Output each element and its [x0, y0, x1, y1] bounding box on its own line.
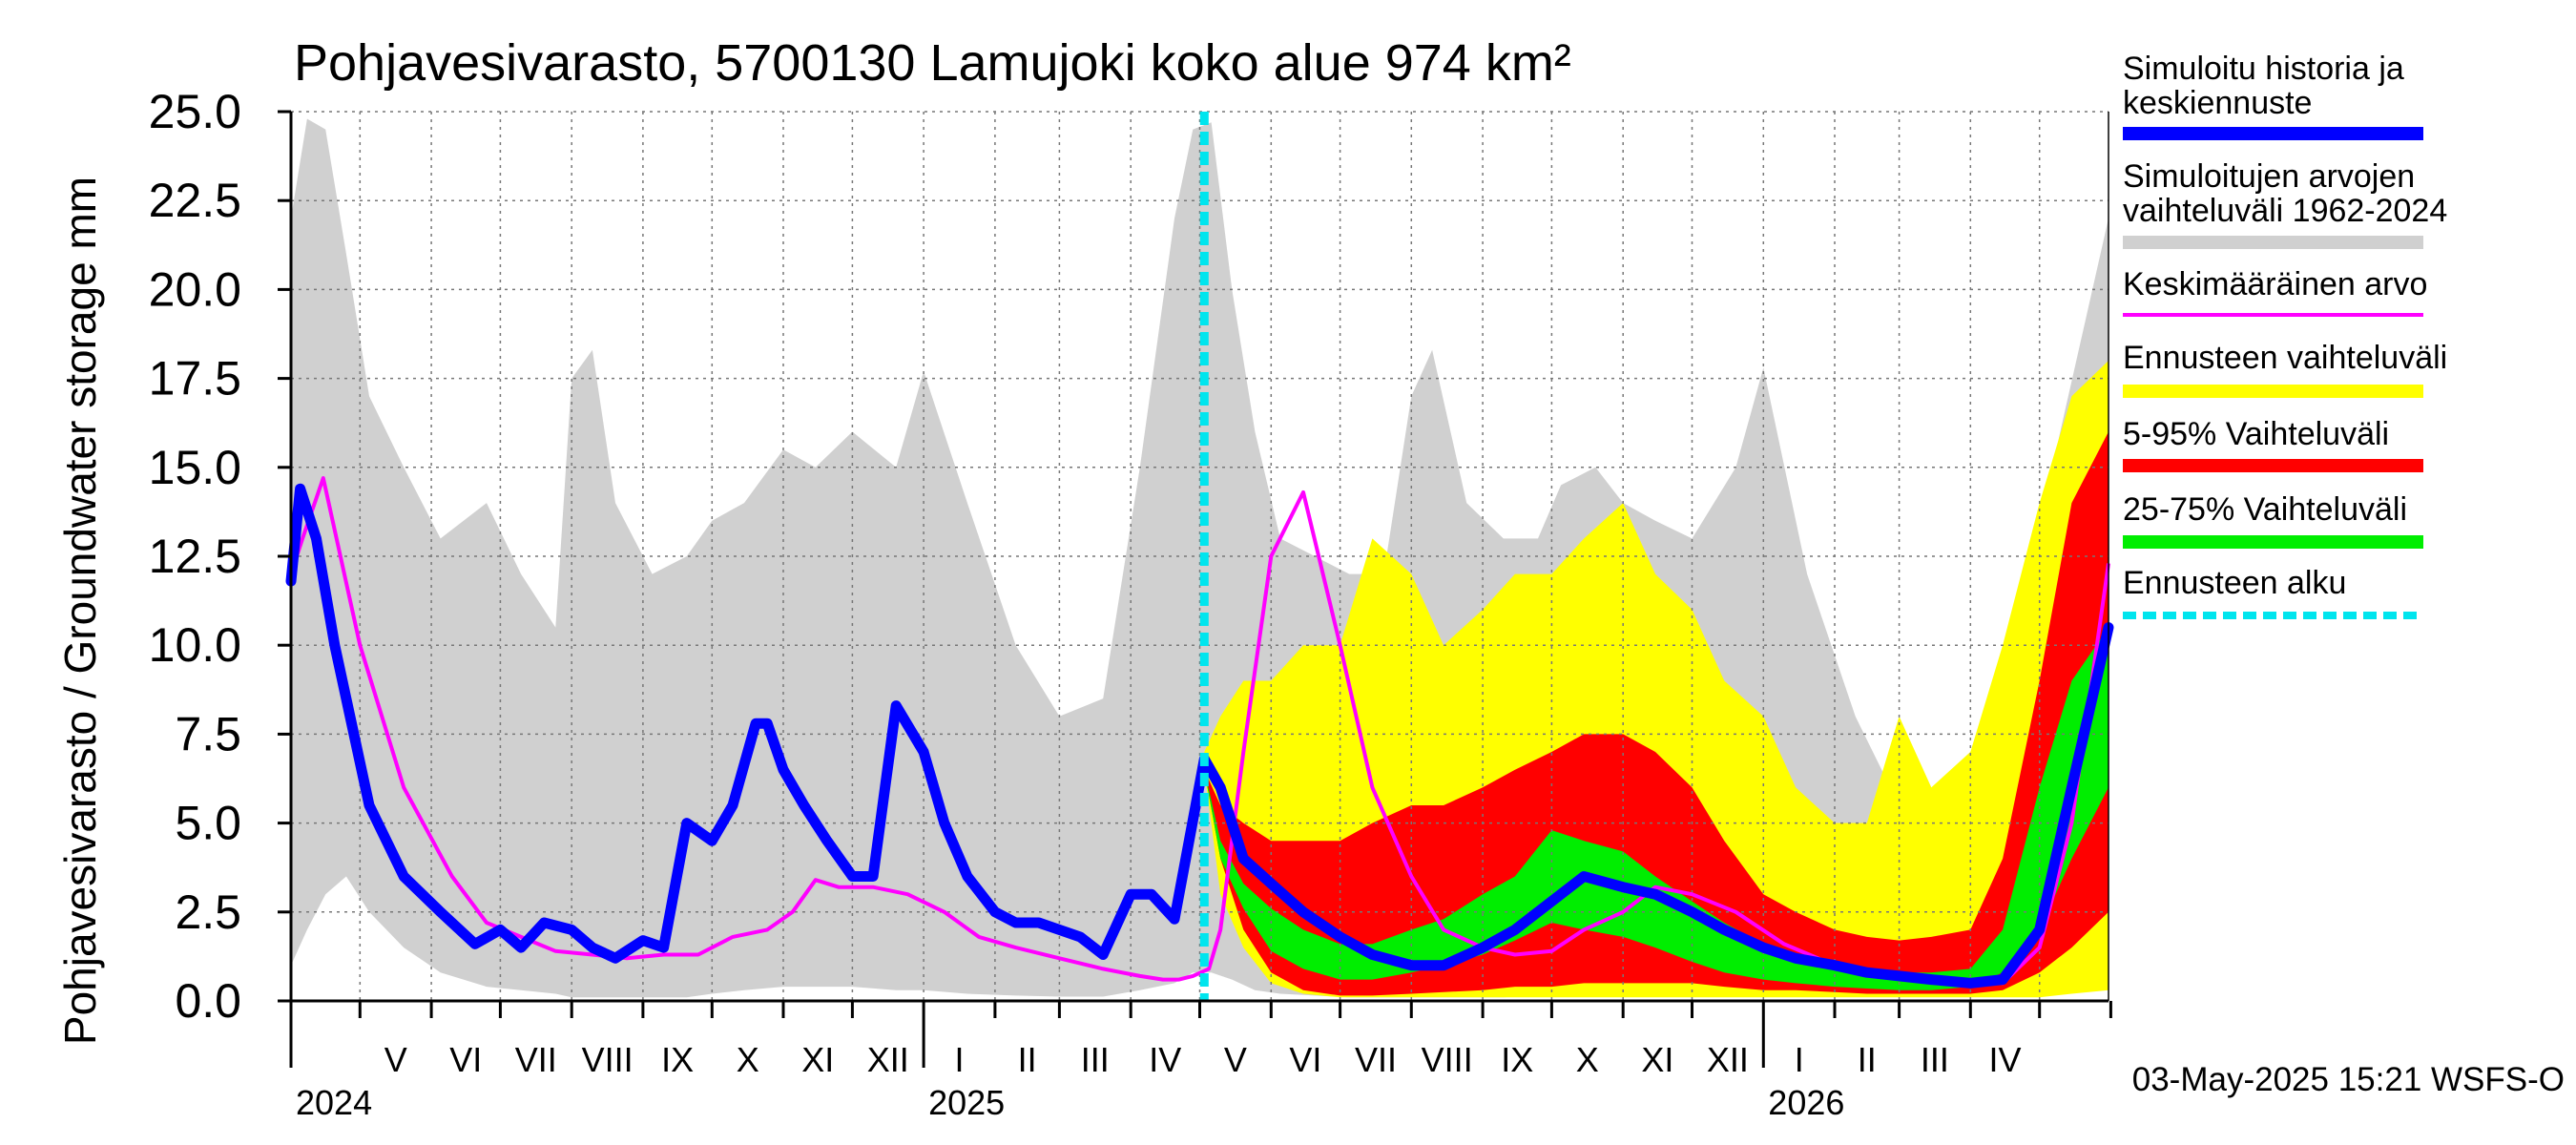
- month-label: I: [954, 1040, 964, 1079]
- axes: [278, 110, 2112, 1068]
- chart-title: Pohjavesivarasto, 5700130 Lamujoki koko …: [294, 34, 1571, 92]
- legend: Simuloitu historia ja keskiennuste Simuloi…: [2123, 51, 2447, 619]
- year-labels: 2024 2025 2026: [296, 1083, 1844, 1122]
- month-label: VIII: [582, 1040, 634, 1079]
- month-label: XI: [801, 1040, 834, 1079]
- legend-label: Ennusteen vaihteluväli: [2123, 340, 2447, 376]
- year-label: 2026: [1768, 1083, 1844, 1122]
- month-label: III: [1081, 1040, 1110, 1079]
- month-label: XII: [867, 1040, 909, 1079]
- simulated-line: [285, 483, 2114, 989]
- month-label: IV: [1149, 1040, 1181, 1079]
- month-label: VII: [1355, 1040, 1397, 1079]
- y-tick-label: 5.0: [175, 797, 241, 850]
- month-label: VIII: [1422, 1040, 1473, 1079]
- y-axis-label: Pohjavesivarasto / Groundwater storage m…: [55, 177, 105, 1045]
- month-label: IV: [1988, 1040, 2021, 1079]
- legend-label: Keskimääräinen arvo: [2123, 266, 2427, 302]
- mean-line: [289, 476, 2110, 986]
- year-label: 2025: [928, 1083, 1005, 1122]
- y-tick-labels: 0.0 2.5 5.0 7.5 10.0 12.5 15.0 17.5 20.0 22.5 25.0: [149, 85, 241, 1028]
- grid-lines: [291, 111, 2109, 1001]
- month-labels: V VI VII VIII IX X XI XII I II III IV V VI VII VIII IX X X…: [384, 1040, 2022, 1079]
- legend-label: 5-95% Vaihteluväli: [2123, 416, 2389, 452]
- y-tick-label: 0.0: [175, 974, 241, 1028]
- month-label: VI: [1289, 1040, 1321, 1079]
- month-label: VII: [515, 1040, 557, 1079]
- y-tick-label: 2.5: [175, 885, 241, 939]
- y-tick-label: 15.0: [149, 441, 241, 494]
- year-label: 2024: [296, 1083, 372, 1122]
- simulated-history-line: [285, 483, 2114, 989]
- y-tick-label: 17.5: [149, 352, 241, 406]
- month-label: XI: [1641, 1040, 1673, 1079]
- month-label: VI: [449, 1040, 482, 1079]
- legend-label: 25-75% Vaihteluväli: [2123, 491, 2407, 528]
- legend-label: Simuloitujen arvojen vaihteluväli 1962-20…: [2123, 158, 2447, 229]
- month-label: V: [384, 1040, 407, 1079]
- y-tick-label: 10.0: [149, 618, 241, 672]
- mean-value-line: [289, 476, 2110, 986]
- month-label: IX: [661, 1040, 694, 1079]
- y-tick-label: 20.0: [149, 262, 241, 316]
- month-label: I: [1795, 1040, 1804, 1079]
- legend-label: Simuloitu historia ja keskiennuste: [2123, 51, 2404, 121]
- month-label: V: [1224, 1040, 1247, 1079]
- month-label: X: [1576, 1040, 1599, 1079]
- footer-timestamp: 03-May-2025 15:21 WSFS-O: [2132, 1061, 2565, 1098]
- y-tick-label: 22.5: [149, 174, 241, 227]
- band-5-95: [1204, 431, 2109, 996]
- month-label: II: [1858, 1040, 1877, 1079]
- month-label: III: [1921, 1040, 1949, 1079]
- y-tick-label: 25.0: [149, 85, 241, 138]
- month-label: IX: [1501, 1040, 1533, 1079]
- y-tick-label: 7.5: [175, 707, 241, 760]
- month-label: II: [1018, 1040, 1037, 1079]
- month-label: X: [737, 1040, 759, 1079]
- band-5-95-area: [1204, 431, 2109, 996]
- legend-label: Ennusteen alku: [2123, 565, 2346, 601]
- y-tick-label: 12.5: [149, 530, 241, 583]
- month-label: XII: [1707, 1040, 1749, 1079]
